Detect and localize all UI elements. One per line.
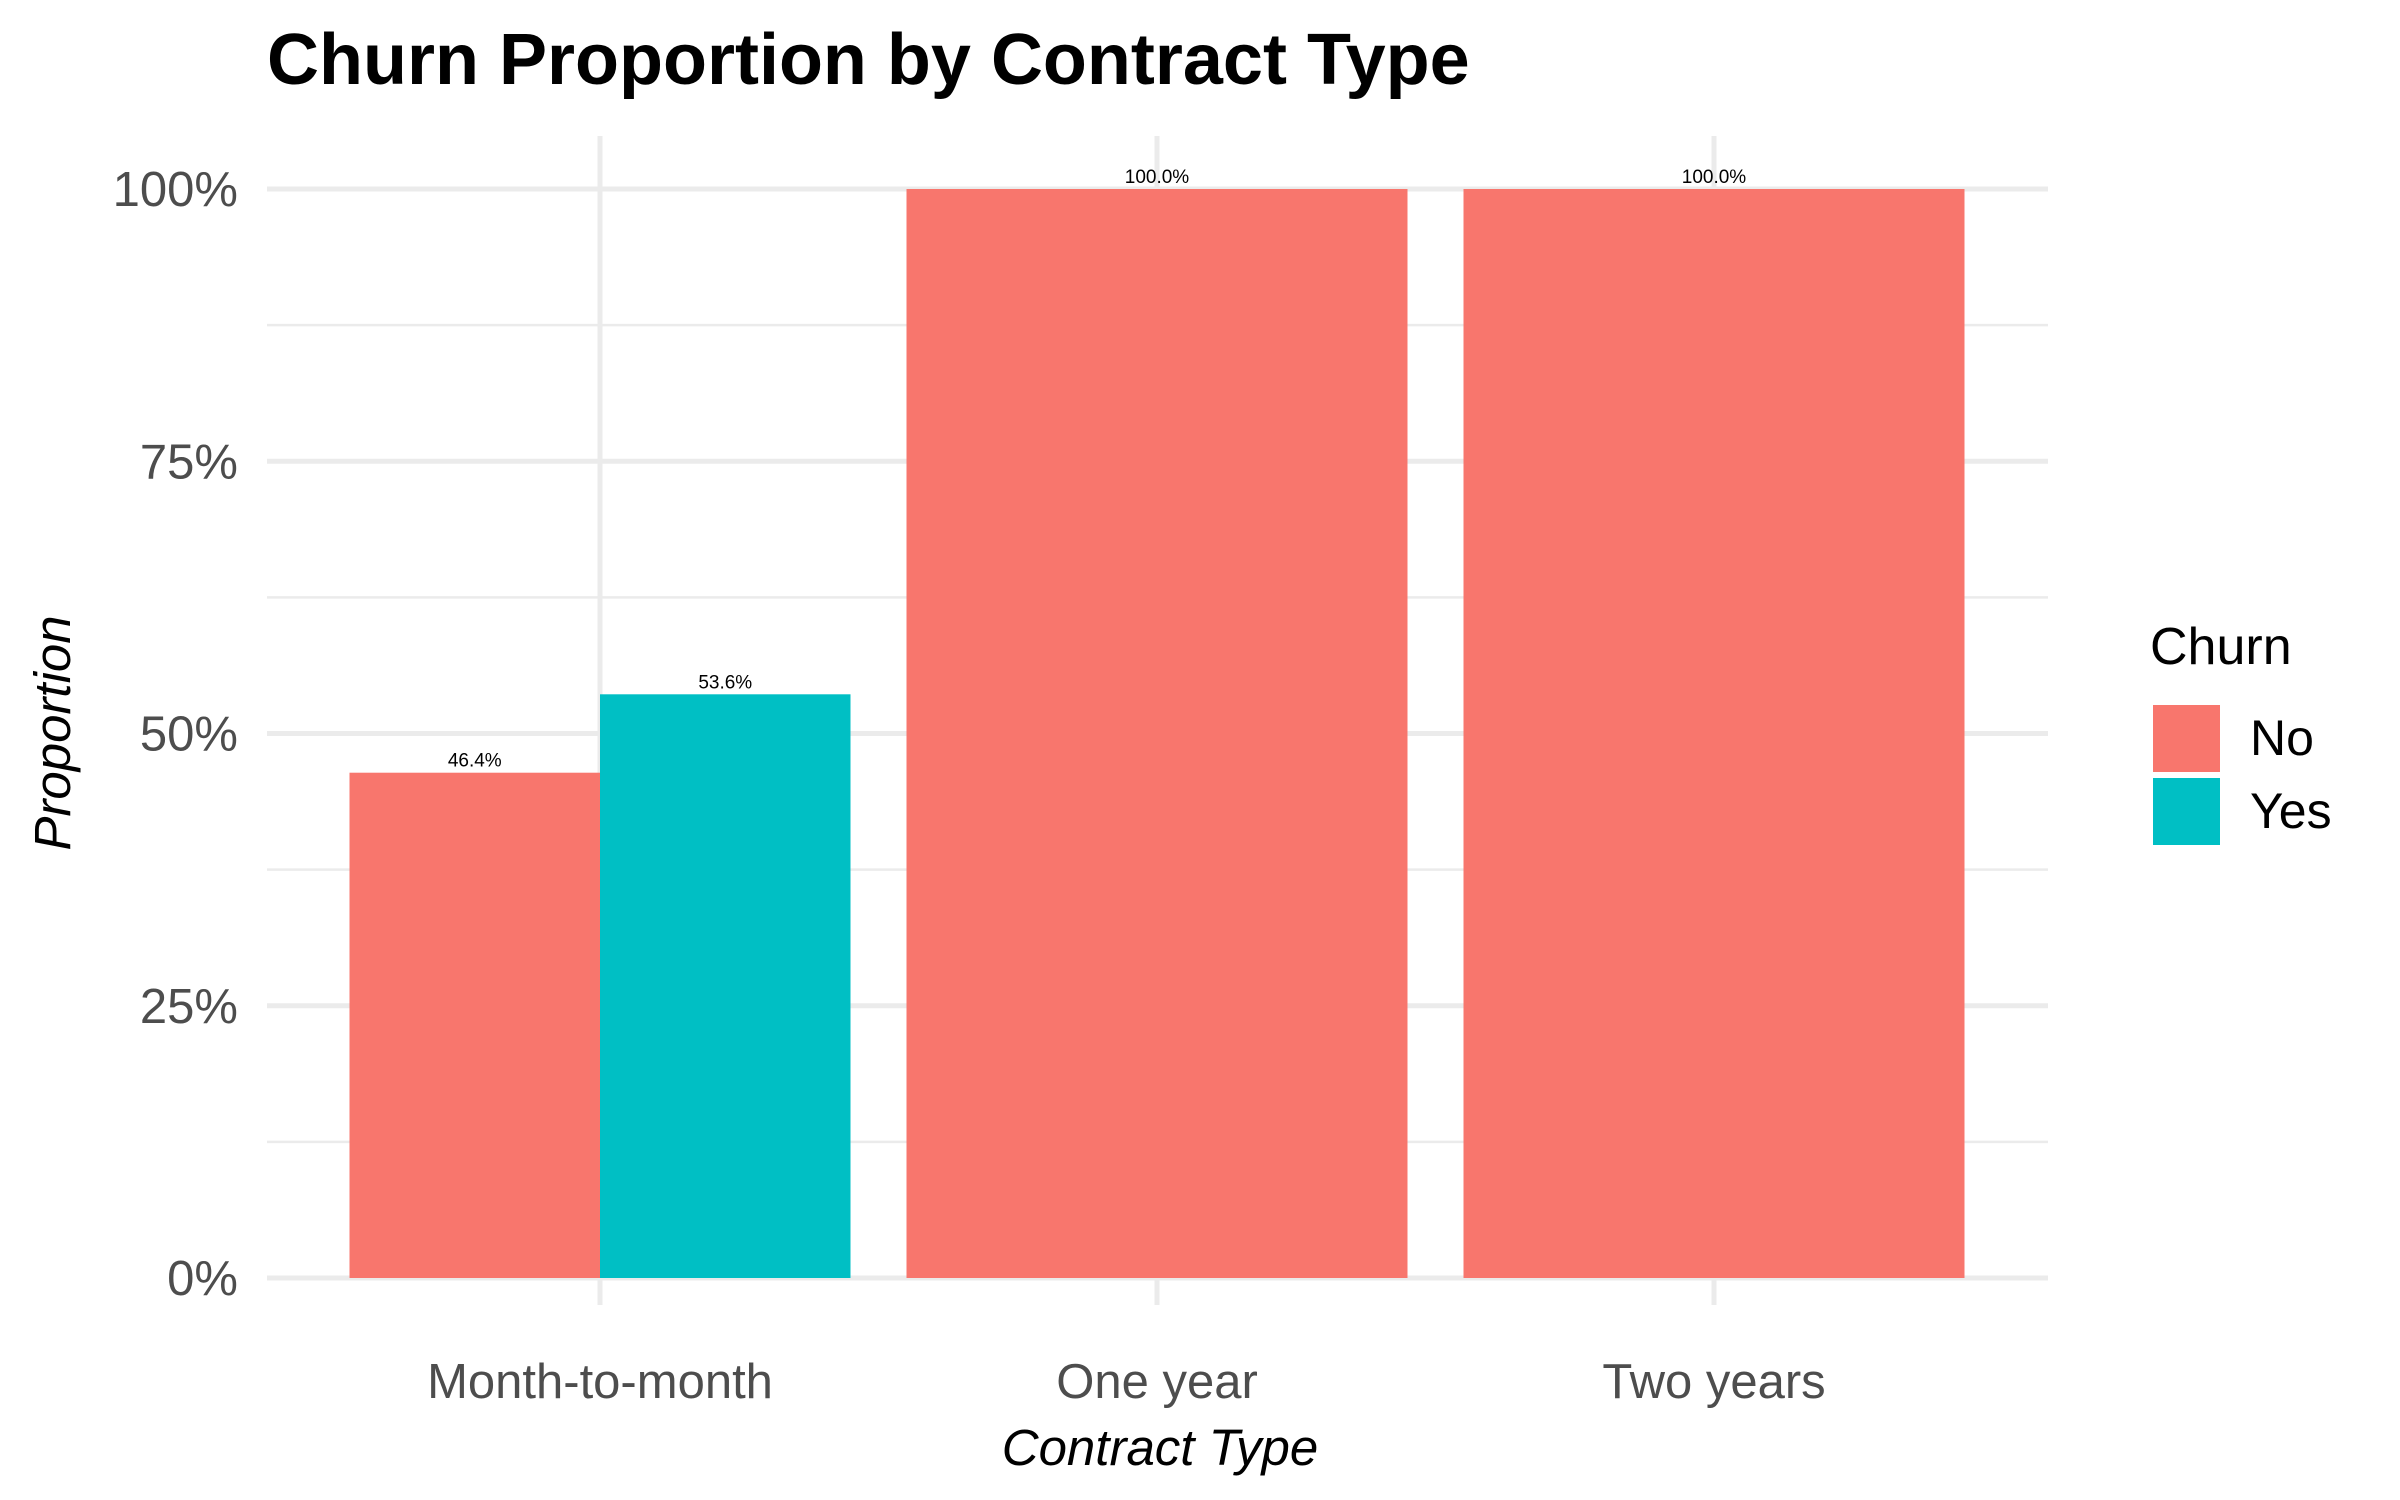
legend-item-no: No xyxy=(2151,703,2314,774)
y-tick-label: 75% xyxy=(140,435,238,489)
data-label: 100.0% xyxy=(1682,167,1747,188)
legend-item-yes: Yes xyxy=(2151,776,2332,847)
legend-label: No xyxy=(2250,710,2314,766)
x-tick-label: Two years xyxy=(1602,1355,1825,1409)
bar-yes-month-to-month xyxy=(600,694,851,1278)
bars xyxy=(349,189,1965,1278)
bar-no-one-year xyxy=(906,189,1408,1278)
data-label: 46.4% xyxy=(448,751,502,772)
bar-no-month-to-month xyxy=(349,772,600,1278)
bar-no-two-years xyxy=(1463,189,1965,1278)
data-labels: 46.4% 53.6% 100.0% 100.0% xyxy=(448,167,1747,772)
y-tick-label: 25% xyxy=(140,980,238,1034)
legend-label: Yes xyxy=(2250,783,2332,839)
y-tick-label: 100% xyxy=(113,163,238,217)
legend-title: Churn xyxy=(2150,618,2292,676)
legend-swatch xyxy=(2151,703,2222,774)
y-tick-label: 0% xyxy=(167,1252,238,1306)
x-tick-label: One year xyxy=(1056,1355,1258,1409)
legend-swatch xyxy=(2151,776,2222,847)
y-tick-label: 50% xyxy=(140,708,238,762)
data-label: 53.6% xyxy=(698,672,752,693)
legend: Churn No Yes xyxy=(2150,618,2332,847)
x-tick-label: Month-to-month xyxy=(427,1355,773,1409)
y-axis: 0% 25% 50% 75% 100% xyxy=(113,163,238,1306)
data-label: 100.0% xyxy=(1125,167,1190,188)
x-axis-title: Contract Type xyxy=(1002,1419,1319,1476)
x-axis: Month-to-month One year Two years xyxy=(427,1355,1826,1409)
y-axis-title: Proportion xyxy=(24,615,81,850)
chart-title: Churn Proportion by Contract Type xyxy=(267,20,1470,100)
